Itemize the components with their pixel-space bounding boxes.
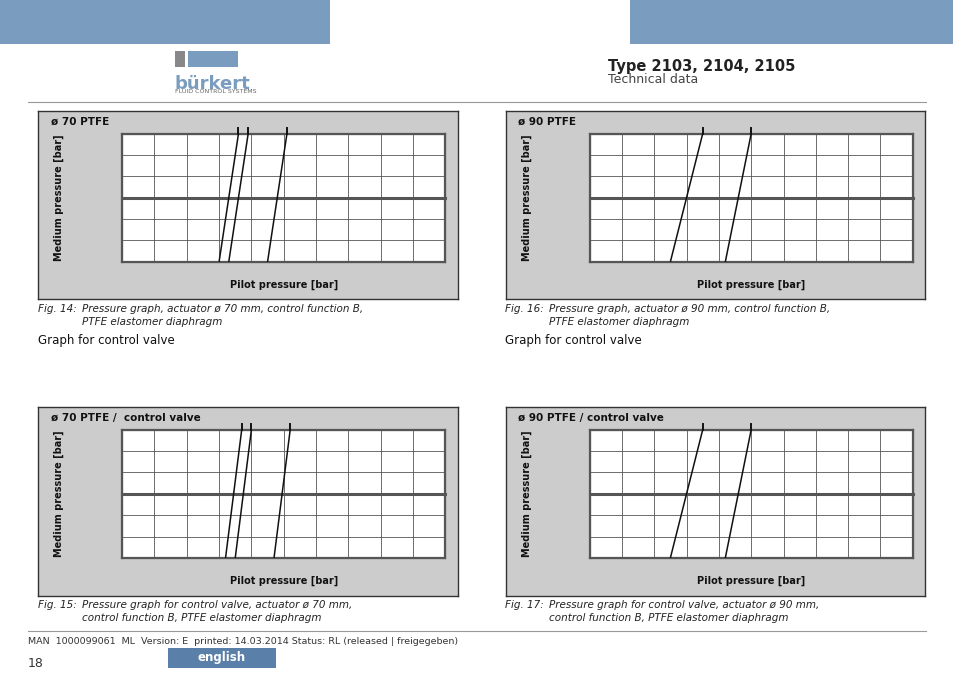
Bar — [188, 51, 237, 67]
Text: Pressure graph for control valve, actuator ø 90 mm,: Pressure graph for control valve, actuat… — [548, 600, 819, 610]
Text: PTFE elastomer diaphragm: PTFE elastomer diaphragm — [82, 318, 222, 328]
Text: english: english — [197, 651, 246, 664]
Text: Fig. 16:: Fig. 16: — [504, 304, 543, 314]
Bar — [589, 430, 912, 558]
Text: control function B, PTFE elastomer diaphragm: control function B, PTFE elastomer diaph… — [82, 612, 321, 623]
Text: control function B, PTFE elastomer diaphragm: control function B, PTFE elastomer diaph… — [548, 612, 788, 623]
Bar — [629, 0, 953, 44]
Text: Pilot pressure [bar]: Pilot pressure [bar] — [230, 279, 337, 289]
Text: PTFE elastomer diaphragm: PTFE elastomer diaphragm — [548, 318, 689, 328]
Bar — [589, 134, 912, 262]
Text: Graph for control valve: Graph for control valve — [38, 334, 174, 347]
Text: Fig. 14:: Fig. 14: — [38, 304, 76, 314]
Text: Medium pressure [bar]: Medium pressure [bar] — [54, 135, 64, 261]
Text: ø 90 PTFE / control valve: ø 90 PTFE / control valve — [517, 413, 663, 423]
Text: bürkert: bürkert — [174, 75, 251, 93]
Bar — [168, 648, 275, 668]
Text: ø 70 PTFE /  control valve: ø 70 PTFE / control valve — [51, 413, 200, 423]
Text: Pressure graph, actuator ø 70 mm, control function B,: Pressure graph, actuator ø 70 mm, contro… — [82, 304, 363, 314]
Bar — [122, 430, 445, 558]
Text: ø 70 PTFE: ø 70 PTFE — [51, 116, 109, 127]
Bar — [174, 51, 185, 67]
Text: Fig. 17:: Fig. 17: — [504, 600, 543, 610]
Text: Medium pressure [bar]: Medium pressure [bar] — [521, 135, 531, 261]
Text: Medium pressure [bar]: Medium pressure [bar] — [54, 431, 64, 557]
Text: Type 2103, 2104, 2105: Type 2103, 2104, 2105 — [607, 59, 795, 74]
Text: Pilot pressure [bar]: Pilot pressure [bar] — [697, 279, 804, 289]
Text: Technical data: Technical data — [607, 73, 698, 86]
Text: Pilot pressure [bar]: Pilot pressure [bar] — [697, 575, 804, 586]
Text: Graph for control valve: Graph for control valve — [504, 334, 641, 347]
Text: ø 90 PTFE: ø 90 PTFE — [517, 116, 576, 127]
Text: FLUID CONTROL SYSTEMS: FLUID CONTROL SYSTEMS — [174, 89, 256, 94]
Text: Pilot pressure [bar]: Pilot pressure [bar] — [230, 575, 337, 586]
Text: MAN  1000099061  ML  Version: E  printed: 14.03.2014 Status: RL (released | frei: MAN 1000099061 ML Version: E printed: 14… — [28, 637, 457, 646]
Text: Medium pressure [bar]: Medium pressure [bar] — [521, 431, 531, 557]
Text: 18: 18 — [28, 657, 44, 670]
Bar — [0, 0, 330, 44]
Bar — [122, 134, 445, 262]
Text: Pressure graph, actuator ø 90 mm, control function B,: Pressure graph, actuator ø 90 mm, contro… — [548, 304, 829, 314]
Text: Pressure graph for control valve, actuator ø 70 mm,: Pressure graph for control valve, actuat… — [82, 600, 352, 610]
Text: Fig. 15:: Fig. 15: — [38, 600, 76, 610]
